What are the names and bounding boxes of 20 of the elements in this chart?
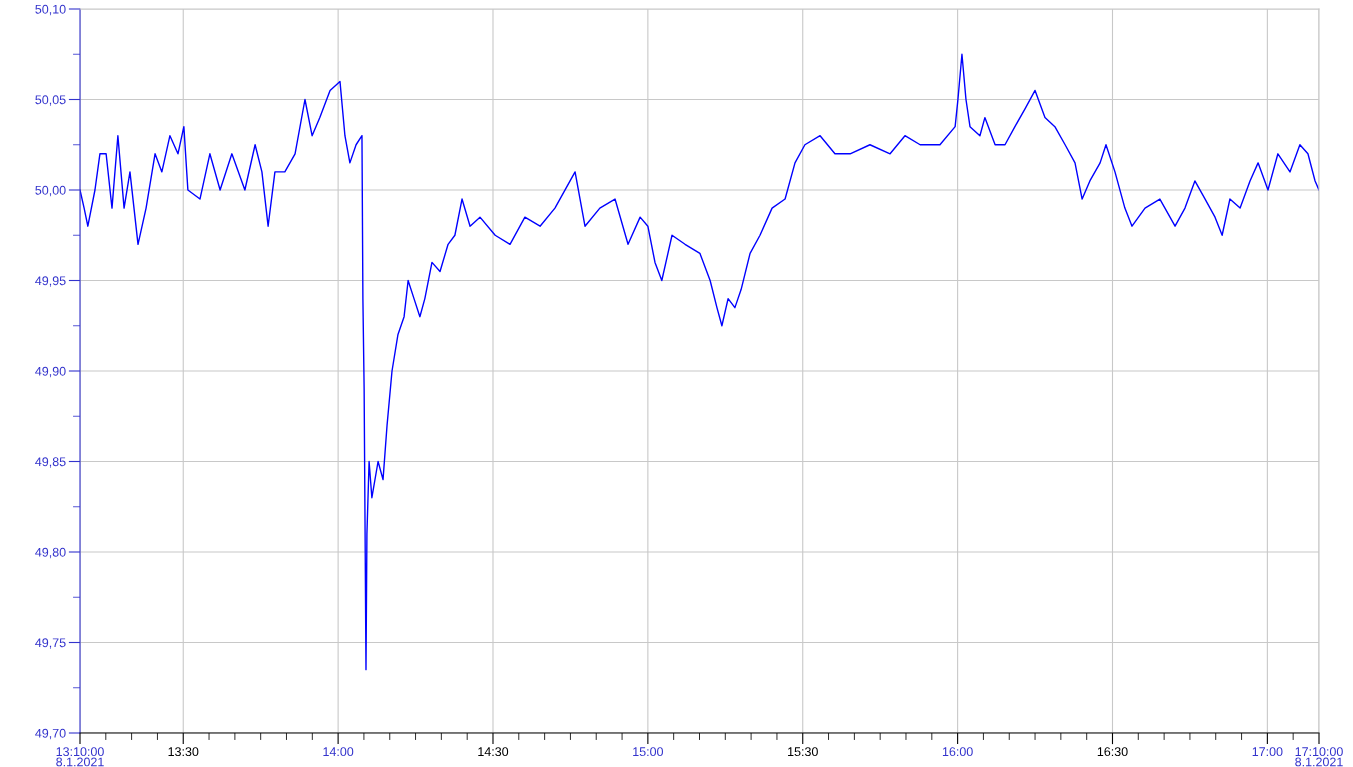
x-tick-label: 15:30 <box>788 747 818 757</box>
y-tick-label: 49,70 <box>35 728 66 740</box>
y-tick-label: 49,75 <box>35 638 66 649</box>
x-tick-label: 14:00 <box>323 747 354 757</box>
y-tick-label: 49,95 <box>35 276 66 287</box>
x-tick-label: 13:30 <box>168 747 199 757</box>
x-tick-label: 13:10:00 8.1.2021 <box>56 747 104 767</box>
x-tick-label: 17:10:00 8.1.2021 <box>1295 747 1343 767</box>
y-tick-label: 49,90 <box>35 366 66 378</box>
line-series <box>80 53 1319 671</box>
y-tick-label: 50,00 <box>35 185 66 197</box>
x-tick-label: 17:00 <box>1252 747 1283 757</box>
x-tick-label: 16:00 <box>942 747 973 757</box>
x-tick-label: 14:30 <box>478 747 509 757</box>
y-tick-label: 49,85 <box>35 457 66 468</box>
y-tick-label: 50,10 <box>35 4 66 16</box>
x-tick-label: 15:00 <box>633 747 664 757</box>
x-tick-label: 16:30 <box>1097 747 1128 757</box>
y-tick-label: 50,05 <box>35 95 66 106</box>
y-tick-label: 49,80 <box>35 547 66 559</box>
